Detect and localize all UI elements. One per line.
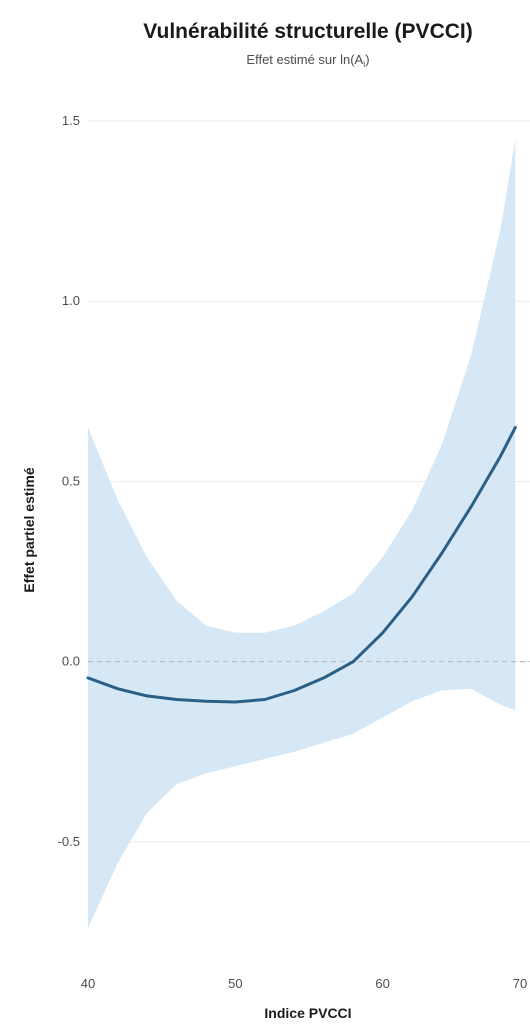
data-point (204, 700, 208, 703)
data-point (263, 698, 266, 701)
y-tick-label: 1.5 (62, 113, 80, 128)
x-axis-label: Indice PVCCI (264, 1005, 351, 1021)
x-tick-label: 70 (513, 976, 527, 991)
data-point (499, 455, 502, 458)
data-point (469, 505, 473, 508)
y-tick-label: 0.0 (62, 654, 80, 669)
data-point (440, 552, 443, 555)
data-point (293, 689, 296, 692)
subtitle-suffix: ) (365, 52, 369, 67)
y-axis-label: Effet partiel estimé (21, 467, 37, 592)
data-point (175, 698, 178, 701)
subtitle-main: Effet estimé sur ln(A (246, 52, 363, 67)
chart-title: Vulnérabilité structurelle (PVCCI) (143, 20, 472, 43)
y-tick-label: 1.0 (62, 293, 80, 308)
confidence-band (88, 139, 516, 929)
chart-subtitle: Effet estimé sur ln(Ai) (246, 52, 369, 69)
estimated-effect-line (86, 425, 517, 704)
x-tick-label: 60 (375, 976, 389, 991)
y-tick-labels: 1.5 1.0 0.5 0.0 -0.5 (58, 113, 80, 849)
x-tick-labels: 40 50 60 70 (81, 976, 527, 991)
subtitle-subscript: i (363, 59, 365, 69)
y-tick-label: 0.5 (62, 473, 80, 488)
data-point (352, 660, 355, 663)
data-point (410, 595, 414, 598)
points-layer (86, 426, 517, 704)
data-point (116, 687, 119, 690)
data-point (322, 676, 325, 680)
data-point (234, 700, 237, 704)
data-point (145, 694, 149, 698)
data-point (514, 426, 517, 429)
y-tick-label: -0.5 (58, 834, 80, 849)
data-point (86, 676, 90, 680)
x-tick-label: 40 (81, 976, 95, 991)
x-tick-label: 50 (228, 976, 242, 991)
data-point (381, 631, 384, 634)
